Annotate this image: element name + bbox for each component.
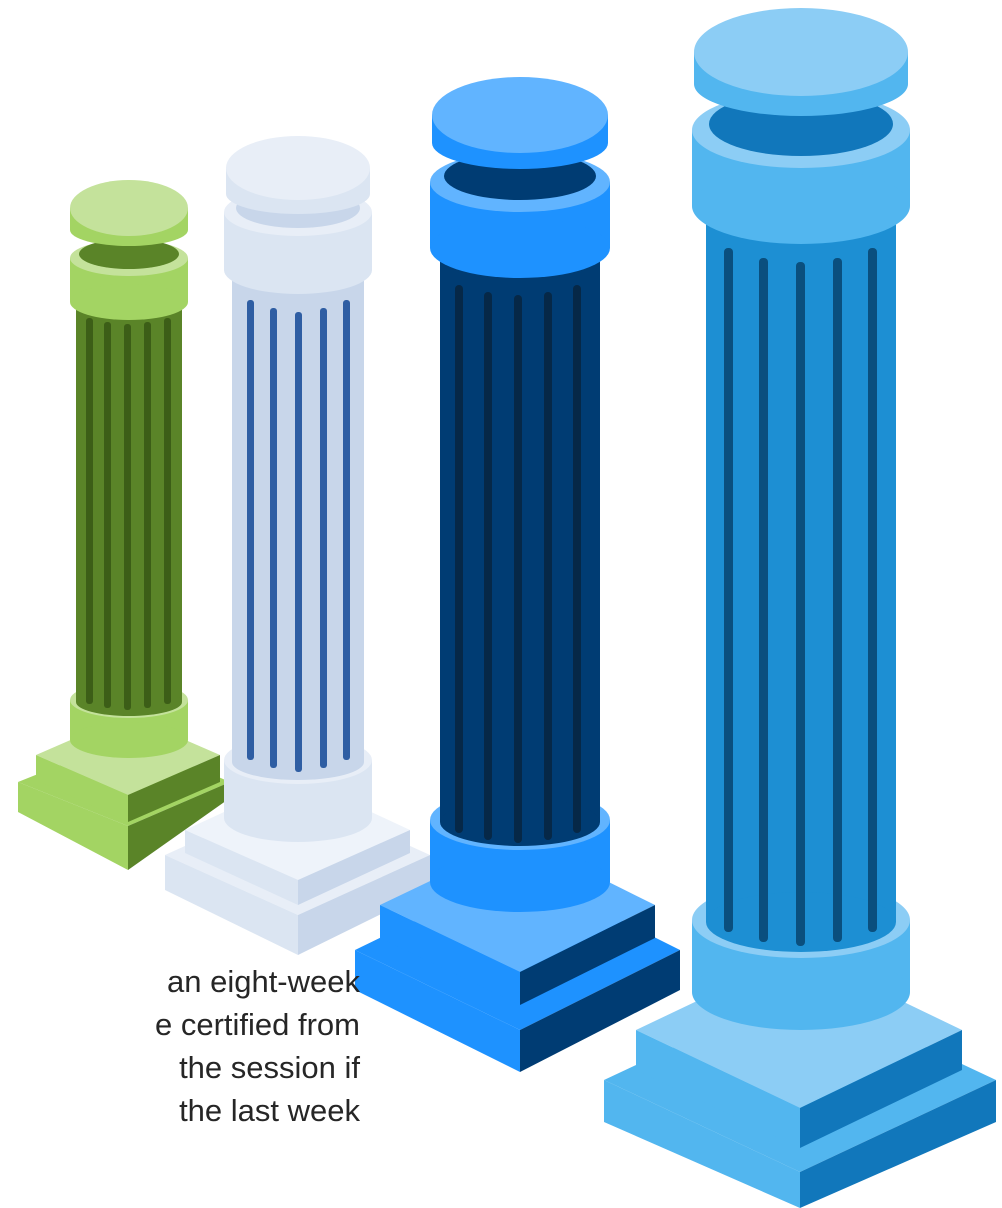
caption-line-3: the session if xyxy=(179,1050,360,1085)
green-pillar xyxy=(18,180,230,870)
blue-pillar xyxy=(355,77,680,1072)
light-blue-pillar xyxy=(604,8,996,1208)
white-pillar xyxy=(165,136,430,955)
caption-text: an eight-week e certified from the sessi… xyxy=(0,960,360,1132)
caption-line-2: e certified from xyxy=(154,1007,360,1042)
caption-line-4: the last week xyxy=(179,1093,360,1128)
caption-line-1: an eight-week xyxy=(166,964,360,999)
